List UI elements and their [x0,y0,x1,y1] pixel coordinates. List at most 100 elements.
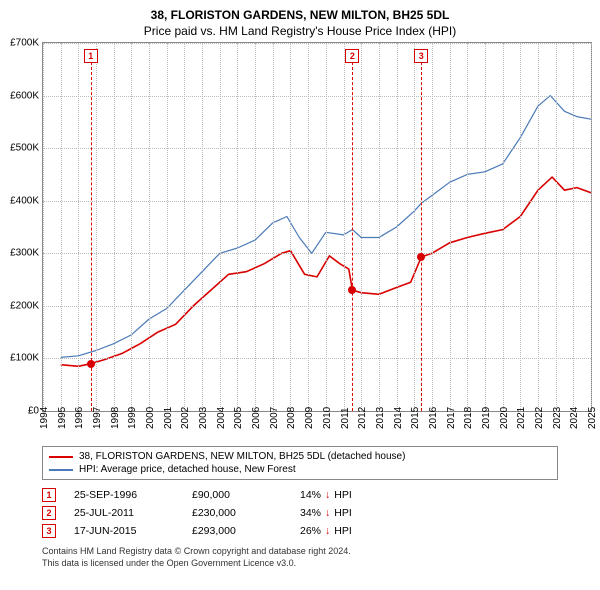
sale-dot [87,360,95,368]
gridline-v [202,43,203,411]
y-axis-label: £100K [10,353,43,364]
x-axis-label: 2004 [216,407,227,429]
x-axis-label: 1994 [39,407,50,429]
gridline-v [361,43,362,411]
x-axis-label: 2016 [428,407,439,429]
sale-date: 17-JUN-2015 [74,525,174,537]
x-axis-label: 2005 [233,407,244,429]
x-axis-label: 2003 [198,407,209,429]
gridline-v [503,43,504,411]
footnote-line-1: Contains HM Land Registry data © Crown c… [42,546,558,558]
x-axis-label: 2010 [322,407,333,429]
gridline-h [43,201,591,202]
sale-diff-vs: HPI [334,489,352,501]
x-axis-label: 2011 [340,407,351,429]
sales-row: 125-SEP-1996£90,00014%↓HPI [42,486,558,504]
gridline-v [220,43,221,411]
footnote-line-2: This data is licensed under the Open Gov… [42,558,558,570]
arrow-down-icon: ↓ [325,507,330,519]
gridline-v [467,43,468,411]
y-axis-label: £500K [10,143,43,154]
gridline-v [485,43,486,411]
gridline-v [96,43,97,411]
x-axis-label: 1997 [92,407,103,429]
title-sub: Price paid vs. HM Land Registry's House … [0,22,600,42]
x-axis-label: 2009 [304,407,315,429]
gridline-v [131,43,132,411]
sale-dot [417,253,425,261]
legend-row: 38, FLORISTON GARDENS, NEW MILTON, BH25 … [49,450,551,463]
x-axis-label: 1999 [127,407,138,429]
x-axis-label: 2007 [269,407,280,429]
gridline-v [255,43,256,411]
x-axis-label: 2002 [180,407,191,429]
sale-price: £90,000 [192,489,282,501]
legend-swatch [49,456,73,458]
x-axis-label: 2020 [499,407,510,429]
x-axis-label: 1996 [74,407,85,429]
sale-marker-box: 2 [42,506,56,520]
sale-price: £230,000 [192,507,282,519]
gridline-v [149,43,150,411]
gridline-v [450,43,451,411]
legend-swatch [49,469,73,471]
sale-diff-pct: 34% [300,507,321,519]
y-axis-label: £300K [10,248,43,259]
sales-row: 317-JUN-2015£293,00026%↓HPI [42,522,558,540]
x-axis-label: 1995 [57,407,68,429]
x-axis-label: 2023 [552,407,563,429]
x-axis-label: 2000 [145,407,156,429]
x-axis-label: 2025 [587,407,598,429]
x-axis-label: 2012 [357,407,368,429]
gridline-h [43,358,591,359]
gridline-v [290,43,291,411]
legend-row: HPI: Average price, detached house, New … [49,463,551,476]
gridline-v [556,43,557,411]
gridline-v [167,43,168,411]
legend-label: 38, FLORISTON GARDENS, NEW MILTON, BH25 … [79,451,405,462]
x-axis-label: 2024 [569,407,580,429]
gridline-v [61,43,62,411]
x-axis-label: 1998 [110,407,121,429]
gridline-v [326,43,327,411]
sale-marker-box: 3 [42,524,56,538]
x-axis-label: 2015 [410,407,421,429]
sale-date: 25-JUL-2011 [74,507,174,519]
gridline-h [43,148,591,149]
x-axis-label: 2013 [375,407,386,429]
sale-marker-line [91,57,92,411]
arrow-down-icon: ↓ [325,489,330,501]
sale-diff-pct: 14% [300,489,321,501]
sales-table: 125-SEP-1996£90,00014%↓HPI225-JUL-2011£2… [42,486,558,540]
gridline-v [397,43,398,411]
sale-marker-line [352,57,353,411]
chart-lines-svg [43,43,591,411]
x-axis-label: 2008 [286,407,297,429]
gridline-v [344,43,345,411]
gridline-v [573,43,574,411]
gridline-v [273,43,274,411]
x-axis-label: 2001 [163,407,174,429]
y-axis-label: £600K [10,90,43,101]
gridline-v [379,43,380,411]
x-axis-label: 2019 [481,407,492,429]
footnote: Contains HM Land Registry data © Crown c… [42,546,558,569]
sale-date: 25-SEP-1996 [74,489,174,501]
gridline-h [43,96,591,97]
gridline-v [432,43,433,411]
sale-marker-box: 2 [345,49,359,63]
gridline-h [43,253,591,254]
chart-container: 38, FLORISTON GARDENS, NEW MILTON, BH25 … [0,0,600,590]
y-axis-label: £400K [10,195,43,206]
sale-diff: 34%↓HPI [300,507,352,519]
sale-diff-pct: 26% [300,525,321,537]
sale-dot [348,286,356,294]
sale-diff-vs: HPI [334,525,352,537]
title-main: 38, FLORISTON GARDENS, NEW MILTON, BH25 … [0,0,600,22]
gridline-v [237,43,238,411]
sale-price: £293,000 [192,525,282,537]
gridline-v [308,43,309,411]
x-axis-label: 2006 [251,407,262,429]
y-axis-label: £700K [10,38,43,49]
x-axis-label: 2017 [446,407,457,429]
